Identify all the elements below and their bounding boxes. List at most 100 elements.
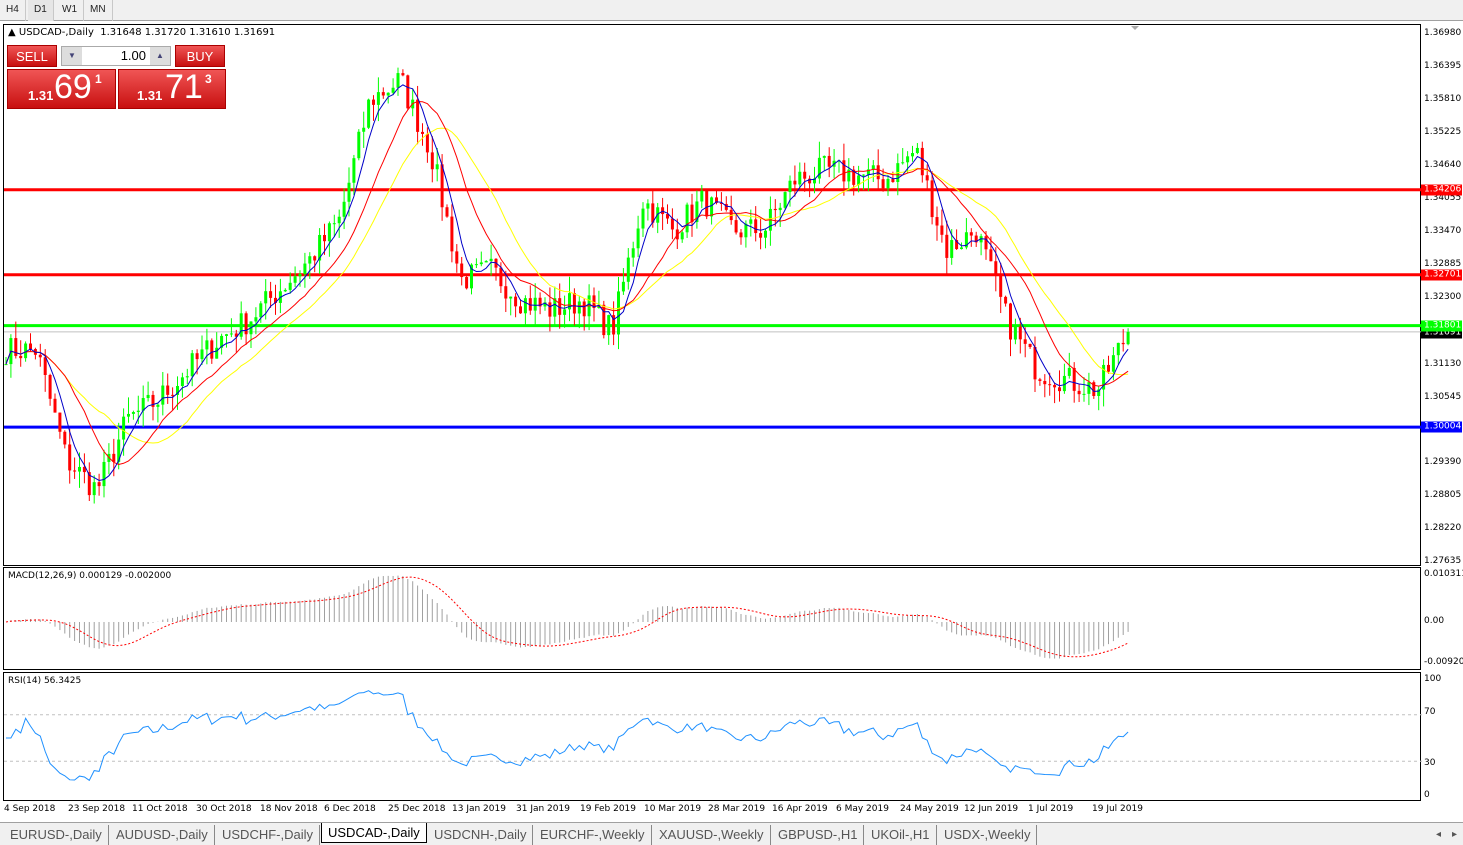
chart-header: ▲ USDCAD-,Daily 1.31648 1.31720 1.31610 … xyxy=(8,27,276,38)
candle-body xyxy=(313,256,317,261)
candle-body xyxy=(842,160,846,182)
level-price-tag: 1.34206 xyxy=(1421,184,1462,196)
candle-body xyxy=(915,147,919,154)
chart-tab[interactable]: AUDUSD-,Daily xyxy=(110,825,215,845)
candle-body xyxy=(680,232,684,240)
candle-body xyxy=(754,219,758,234)
sell-price[interactable]: 1.31 69 1 xyxy=(7,68,116,109)
candle-body xyxy=(631,248,635,258)
candle-body xyxy=(323,234,326,242)
candle-body xyxy=(749,219,753,224)
timeframe-mn[interactable]: MN xyxy=(84,0,113,21)
chart-tab[interactable]: GBPUSD-,H1 xyxy=(772,825,865,845)
price-axis-label: 1.34640 xyxy=(1424,160,1462,171)
increase-lot-icon[interactable]: ▲ xyxy=(150,47,170,65)
sell-price-fraction: 1 xyxy=(95,72,102,86)
candle-body xyxy=(254,317,258,322)
macd-axis-label: 0.010311 xyxy=(1424,569,1463,579)
macd-panel[interactable]: MACD(12,26,9) 0.000129 -0.002000 xyxy=(3,567,1421,670)
candle-body xyxy=(112,453,116,462)
chart-tab[interactable]: USDX-,Weekly xyxy=(938,825,1038,845)
candle-body xyxy=(136,410,140,412)
date-axis-label: 28 Mar 2019 xyxy=(708,804,766,814)
candle-body xyxy=(73,470,77,472)
scroll-tabs-right-icon[interactable]: ▸ xyxy=(1452,829,1458,840)
price-axis-label: 1.35225 xyxy=(1424,127,1462,138)
date-axis-label: 6 Dec 2018 xyxy=(324,804,376,814)
decrease-lot-icon[interactable]: ▼ xyxy=(62,47,82,65)
ma-mid-line xyxy=(5,101,1129,465)
chart-tab[interactable]: USDCAD-,Daily xyxy=(321,823,427,843)
candle-body xyxy=(1028,343,1032,347)
candle-body xyxy=(989,249,993,262)
candle-body xyxy=(332,223,336,225)
candle-body xyxy=(778,207,782,211)
timeframe-d1[interactable]: D1 xyxy=(28,0,54,21)
candle-body xyxy=(430,152,434,170)
buy-button[interactable]: BUY xyxy=(175,45,225,67)
chart-tab[interactable]: UKOil-,H1 xyxy=(865,825,937,845)
sell-button[interactable]: SELL xyxy=(7,45,57,67)
candle-body xyxy=(293,276,297,283)
timeframe-w1[interactable]: W1 xyxy=(56,0,84,21)
candle-body xyxy=(352,158,356,183)
price-axis-label: 1.32885 xyxy=(1424,259,1462,270)
chart-tab[interactable]: EURCHF-,Weekly xyxy=(534,825,652,845)
candle-body xyxy=(935,217,939,226)
candle-body xyxy=(817,157,821,179)
rsi-axis-label: 30 xyxy=(1424,758,1436,768)
price-chart[interactable] xyxy=(3,24,1422,566)
candle-body xyxy=(225,334,228,336)
buy-price[interactable]: 1.31 71 3 xyxy=(118,68,226,109)
candle-body xyxy=(803,171,807,179)
macd-canvas xyxy=(5,575,1129,659)
price-axis-label: 1.36395 xyxy=(1424,61,1462,72)
candle-body xyxy=(563,309,567,315)
candle-body xyxy=(509,296,513,299)
date-axis-label: 19 Feb 2019 xyxy=(580,804,637,814)
chart-tab[interactable]: XAUUSD-,Weekly xyxy=(653,825,771,845)
lot-size-value[interactable]: 1.00 xyxy=(120,48,146,63)
candle-body xyxy=(1121,342,1125,345)
candle-body xyxy=(308,256,312,264)
candle-body xyxy=(920,147,924,176)
candle-body xyxy=(705,190,709,217)
candle-body xyxy=(548,302,552,317)
candle-body xyxy=(626,257,630,282)
rsi-axis-label: 0 xyxy=(1424,790,1430,800)
candle-body xyxy=(269,291,273,298)
candle-body xyxy=(1058,387,1061,392)
candle-body xyxy=(440,164,444,208)
candle-body xyxy=(303,263,307,275)
candle-body xyxy=(450,216,454,252)
rsi-panel[interactable]: RSI(14) 56.3425 xyxy=(3,672,1422,801)
candle-body xyxy=(504,286,508,299)
date-axis-label: 4 Sep 2018 xyxy=(4,804,56,814)
symbol-label: USDCAD-,Daily xyxy=(18,27,94,38)
chart-tab[interactable]: EURUSD-,Daily xyxy=(4,825,109,845)
candle-body xyxy=(24,343,28,359)
candle-body xyxy=(259,303,263,318)
date-axis-label: 30 Oct 2018 xyxy=(196,804,252,814)
candle-body xyxy=(886,178,890,189)
candle-body xyxy=(357,131,361,159)
candle-body xyxy=(1013,326,1017,340)
candle-body xyxy=(1038,379,1042,381)
candle-body xyxy=(244,313,248,335)
candle-body xyxy=(210,340,214,359)
candle-body xyxy=(48,374,52,399)
candle-body xyxy=(700,190,704,202)
buy-price-prefix: 1.31 xyxy=(137,88,163,103)
candle-body xyxy=(141,398,145,411)
chart-tab[interactable]: USDCNH-,Daily xyxy=(428,825,534,845)
candle-body xyxy=(969,232,973,236)
candle-body xyxy=(298,274,302,277)
candle-body xyxy=(1077,390,1081,395)
date-axis-label: 13 Jan 2019 xyxy=(452,804,506,814)
candle-body xyxy=(783,192,787,208)
candle-body xyxy=(117,439,121,462)
scroll-tabs-left-icon[interactable]: ◂ xyxy=(1436,829,1442,840)
chart-tab[interactable]: USDCHF-,Daily xyxy=(216,825,320,845)
timeframe-h4[interactable]: H4 xyxy=(0,0,26,21)
lot-size-stepper[interactable]: ▼ 1.00 ▲ xyxy=(61,46,171,66)
